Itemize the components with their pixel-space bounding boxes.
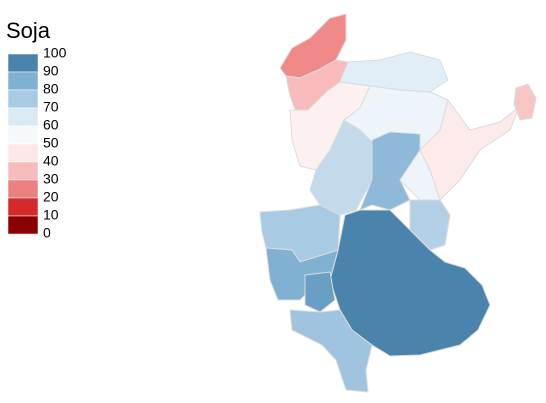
legend-label: 10: [43, 207, 59, 223]
legend-label: 40: [43, 153, 59, 169]
legend-label: 80: [43, 81, 59, 97]
legend-swatch: [7, 53, 39, 73]
legend-swatch: [7, 89, 39, 109]
legend-label: 30: [43, 171, 59, 187]
legend-label: 90: [43, 63, 59, 79]
map: [259, 13, 537, 393]
legend-swatch: [7, 179, 39, 199]
legend-swatch: [7, 215, 39, 235]
region: [513, 83, 537, 121]
legend-label: 100: [43, 45, 67, 61]
legend-label: 0: [43, 225, 51, 241]
legend-swatch: [7, 125, 39, 145]
legend-swatch: [7, 161, 39, 181]
legend-title: Soja: [6, 18, 51, 43]
legend-label: 70: [43, 99, 59, 115]
region: [304, 271, 336, 313]
legend-label: 50: [43, 135, 59, 151]
region: [289, 309, 373, 393]
legend-swatch: [7, 107, 39, 127]
legend-swatch: [7, 197, 39, 217]
legend-swatch: [7, 71, 39, 91]
legend-swatch: [7, 143, 39, 163]
legend-label: 20: [43, 189, 59, 205]
legend-label: 60: [43, 117, 59, 133]
